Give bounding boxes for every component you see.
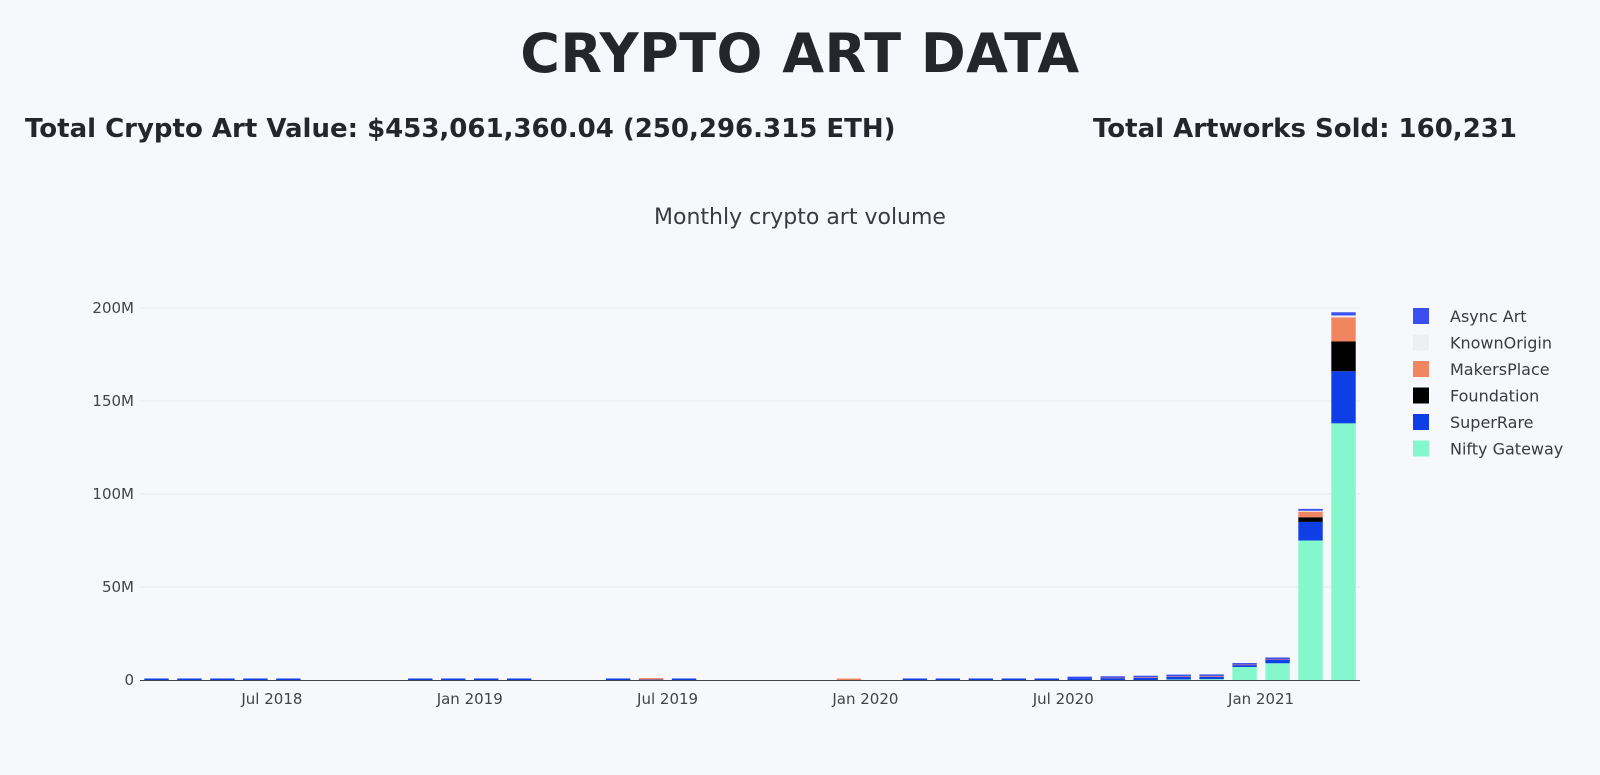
bar-segment-superrare[interactable] xyxy=(605,678,631,681)
legend-label: KnownOrigin xyxy=(1450,334,1552,353)
bar-segment-superrare[interactable] xyxy=(243,678,268,681)
legend-swatch xyxy=(1413,308,1429,324)
bar-segment-superrare[interactable] xyxy=(276,678,301,681)
bar-segment-superrare[interactable] xyxy=(1166,676,1191,680)
bar-segment-superrare[interactable] xyxy=(1067,678,1092,680)
bar-segment-superrare[interactable] xyxy=(441,678,466,681)
legend-label: Foundation xyxy=(1450,387,1539,406)
legend-label: Nifty Gateway xyxy=(1450,440,1563,459)
page-title: CRYPTO ART DATA xyxy=(520,22,1080,85)
legend-swatch xyxy=(1413,361,1429,377)
legend-swatch xyxy=(1413,387,1429,404)
y-tick-label: 150M xyxy=(92,392,134,410)
y-tick-label: 100M xyxy=(92,485,134,503)
bar-segment-async-art[interactable] xyxy=(1298,508,1323,511)
bar-segment-superrare[interactable] xyxy=(1199,676,1224,680)
bar-segment-superrare[interactable] xyxy=(1133,677,1158,680)
legend-item-superrare[interactable]: SuperRare xyxy=(1413,413,1534,432)
bar-segment-superrare[interactable] xyxy=(506,678,532,681)
x-tick-label: Jul 2020 xyxy=(1032,690,1094,708)
legend-item-async-art[interactable]: Async Art xyxy=(1413,307,1527,326)
x-tick-label: Jan 2020 xyxy=(831,690,898,708)
bar-segment-foundation[interactable] xyxy=(1331,341,1356,372)
legend-item-nifty-gateway[interactable]: Nifty Gateway xyxy=(1413,440,1563,459)
bar-segment-superrare[interactable] xyxy=(1331,371,1356,424)
legend-item-makersplace[interactable]: MakersPlace xyxy=(1413,360,1550,379)
bar-segment-makersplace[interactable] xyxy=(1298,511,1323,518)
bar-segment-makersplace[interactable] xyxy=(836,678,862,681)
bar-segment-superrare[interactable] xyxy=(1298,521,1323,541)
bar-segment-superrare[interactable] xyxy=(408,678,433,681)
chart-title: Monthly crypto art volume xyxy=(654,205,946,230)
bar-segment-makersplace[interactable] xyxy=(638,678,664,680)
bar-segment-makersplace[interactable] xyxy=(1331,317,1356,342)
y-tick-label: 50M xyxy=(102,578,134,596)
bar-segment-superrare[interactable] xyxy=(1034,678,1059,681)
bar-segment-nifty-gateway[interactable] xyxy=(1199,678,1224,681)
x-tick-label: Jul 2018 xyxy=(240,690,302,708)
bar-segment-superrare[interactable] xyxy=(902,678,928,681)
bar-segment-superrare[interactable] xyxy=(474,678,499,681)
legend-swatch xyxy=(1413,440,1429,457)
bar-segment-knownorigin[interactable] xyxy=(1331,315,1356,318)
bar-segment-async-art[interactable] xyxy=(1166,674,1191,677)
legend-label: SuperRare xyxy=(1450,413,1534,432)
chart-legend[interactable]: Async Art KnownOrigin MakersPlace Foundatio… xyxy=(1413,307,1563,459)
y-tick-label: 200M xyxy=(92,299,134,317)
bar-segment-superrare[interactable] xyxy=(210,678,235,681)
bar-segment-nifty-gateway[interactable] xyxy=(1331,423,1356,680)
legend-label: MakersPlace xyxy=(1450,360,1550,379)
bar-segment-async-art[interactable] xyxy=(1331,312,1356,316)
bar-segment-async-art[interactable] xyxy=(1067,676,1092,679)
bar-segment-async-art[interactable] xyxy=(1100,676,1125,678)
bar-segment-nifty-gateway[interactable] xyxy=(1265,663,1290,680)
y-tick-label: 0 xyxy=(124,671,134,689)
bar-segment-superrare[interactable] xyxy=(1232,665,1257,667)
bar-segment-async-art[interactable] xyxy=(1265,657,1290,659)
total-value-stat: Total Crypto Art Value: $453,061,360.04 … xyxy=(25,114,896,144)
chart-bars xyxy=(144,312,1356,681)
legend-swatch xyxy=(1413,334,1429,351)
bar-segment-superrare[interactable] xyxy=(1265,659,1290,664)
bar-segment-superrare[interactable] xyxy=(144,678,169,681)
x-axis-ticks: Jul 2018 Jan 2019 Jul 2019 Jan 2020 Jul 2020… xyxy=(240,690,1294,708)
bar-segment-async-art[interactable] xyxy=(1133,675,1158,678)
bar-segment-foundation[interactable] xyxy=(1298,517,1323,522)
bar-segment-superrare[interactable] xyxy=(671,678,697,681)
bar-segment-async-art[interactable] xyxy=(1199,674,1224,676)
x-tick-label: Jul 2019 xyxy=(636,690,698,708)
bar-segment-knownorigin[interactable] xyxy=(1298,510,1323,512)
legend-item-foundation[interactable]: Foundation xyxy=(1413,387,1539,406)
chart-gridlines xyxy=(140,307,1360,588)
bar-segment-superrare[interactable] xyxy=(1100,678,1125,680)
y-axis-ticks: 0 50M 100M 150M 200M xyxy=(92,299,134,689)
x-tick-label: Jan 2019 xyxy=(436,690,503,708)
legend-swatch xyxy=(1413,414,1429,430)
bar-segment-superrare[interactable] xyxy=(177,678,202,681)
bar-segment-nifty-gateway[interactable] xyxy=(1232,666,1257,680)
bar-segment-nifty-gateway[interactable] xyxy=(1298,540,1323,681)
legend-item-knownorigin[interactable]: KnownOrigin xyxy=(1413,334,1552,353)
x-tick-label: Jan 2021 xyxy=(1227,690,1294,708)
bar-segment-superrare[interactable] xyxy=(968,678,994,681)
bar-segment-superrare[interactable] xyxy=(1001,678,1026,681)
bar-segment-superrare[interactable] xyxy=(935,678,961,681)
legend-label: Async Art xyxy=(1450,307,1527,326)
bar-segment-async-art[interactable] xyxy=(1232,663,1257,665)
total-sold-stat: Total Artworks Sold: 160,231 xyxy=(1093,114,1517,144)
